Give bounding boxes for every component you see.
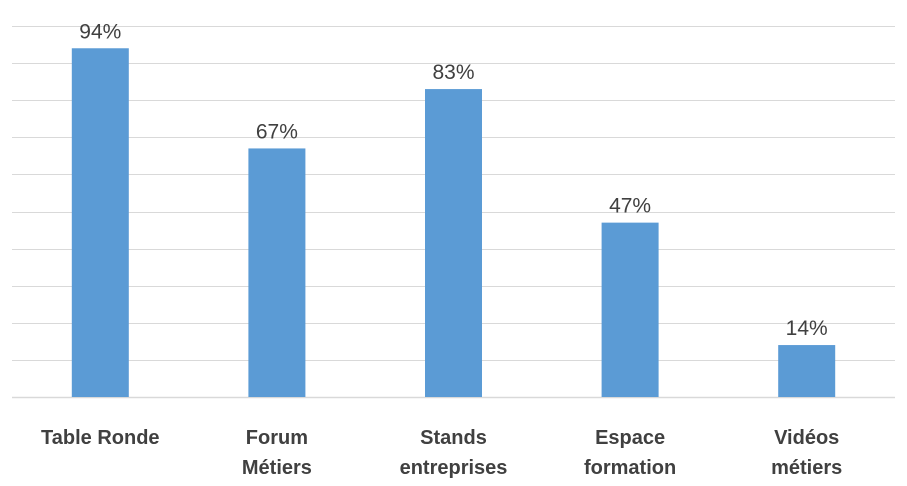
category-label: métiers <box>771 457 842 479</box>
category-label: Table Ronde <box>41 427 160 449</box>
category-label: entreprises <box>400 457 508 479</box>
bar <box>248 148 306 397</box>
category-label: formation <box>584 457 676 479</box>
data-label: 67% <box>256 120 298 143</box>
data-label: 83% <box>432 61 474 84</box>
data-label: 14% <box>786 317 828 340</box>
bar <box>778 345 836 397</box>
bar <box>71 48 129 397</box>
bar <box>425 89 482 397</box>
category-label: Stands <box>420 427 487 449</box>
category-label: Espace <box>595 427 665 449</box>
category-label: Métiers <box>242 457 312 479</box>
bar <box>601 222 659 397</box>
category-label: Forum <box>246 427 308 449</box>
data-labels: 94% 67% 83% 47% 14% <box>79 20 827 340</box>
category-labels: Table Ronde Forum Métiers Stands entreprises… <box>41 427 842 479</box>
data-label: 47% <box>609 195 651 218</box>
category-label: Vidéos <box>774 427 839 449</box>
bars <box>71 48 836 397</box>
data-label: 94% <box>79 20 121 43</box>
